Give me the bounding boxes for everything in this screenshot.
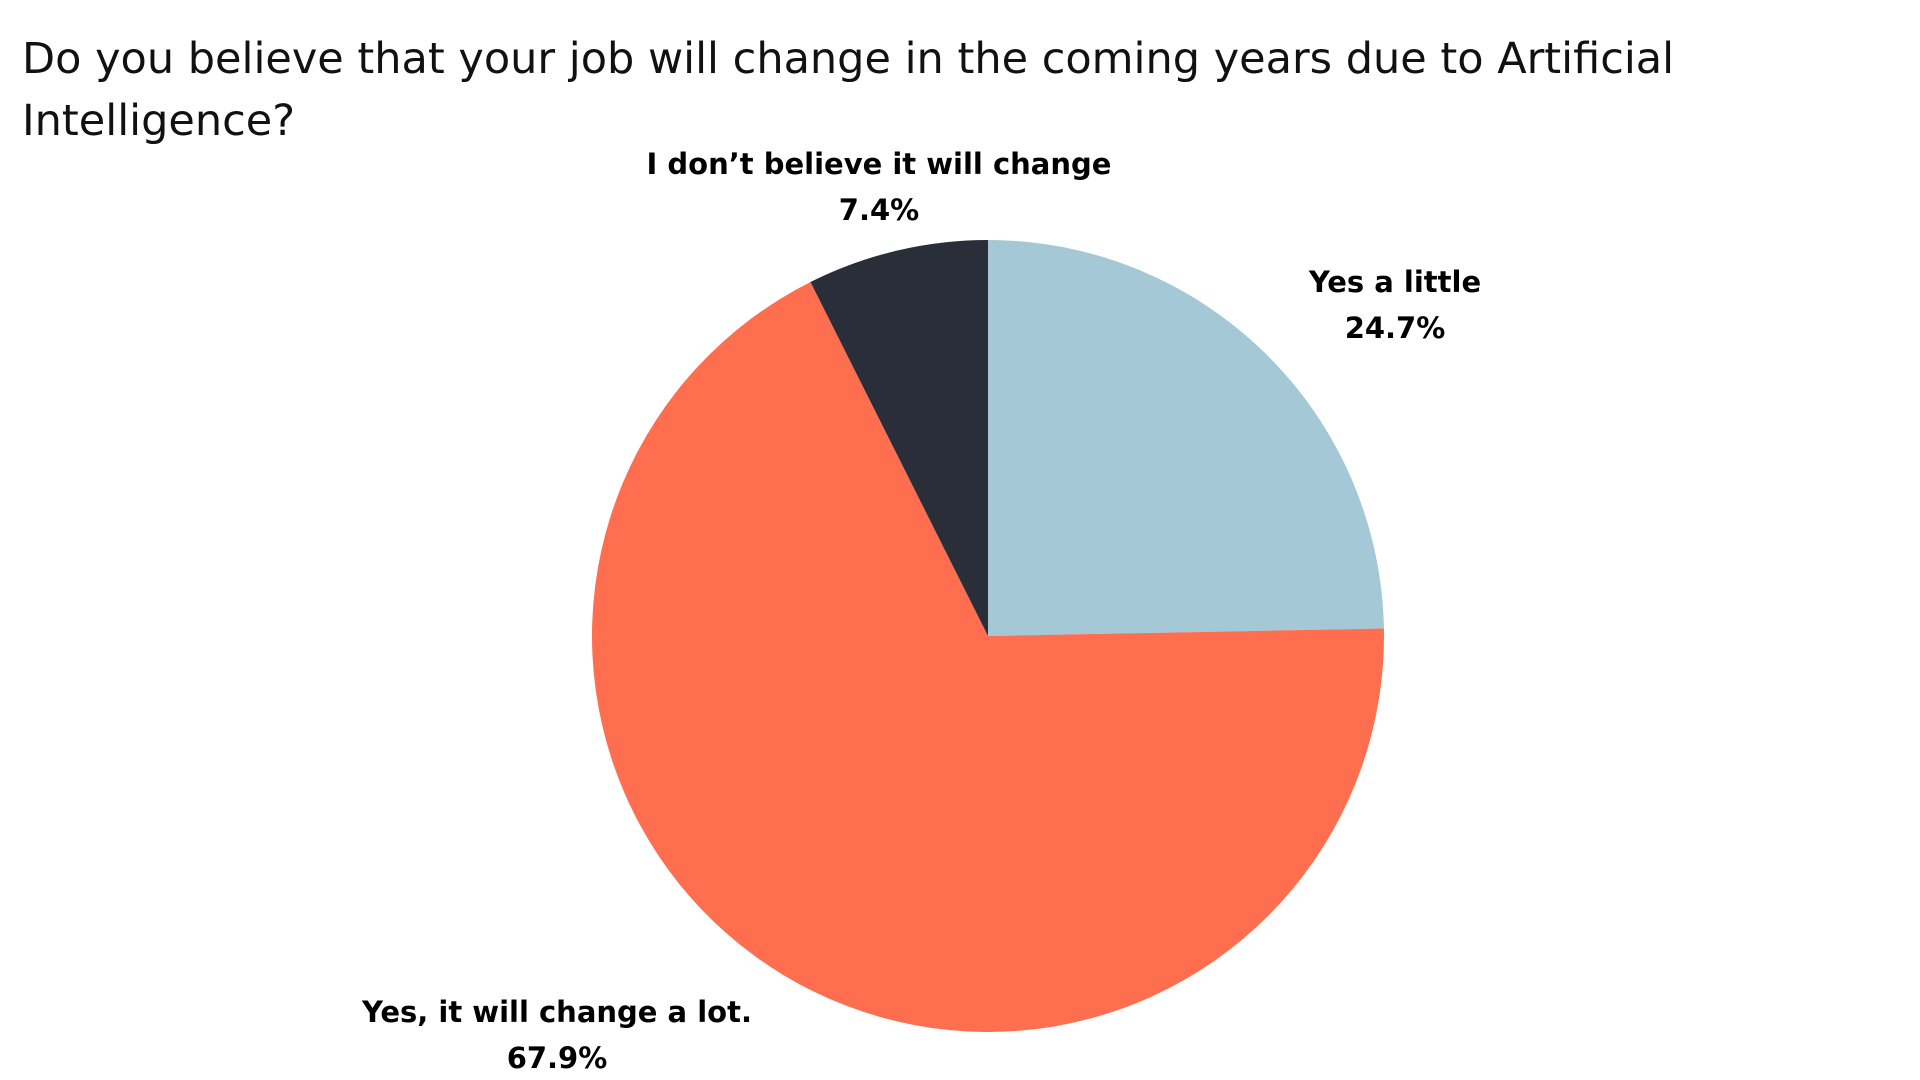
pie-slice-yes-it-will-change-a-lot — [592, 282, 1385, 1032]
pie-slice-yes-a-little — [988, 240, 1384, 636]
slice-value-label: 24.7% — [1345, 311, 1446, 345]
slice-label: Yes a little — [1308, 265, 1481, 299]
slice-value-label: 67.9% — [507, 1041, 608, 1075]
slice-labels: Yes a little 24.7% Yes, it will change a l… — [361, 147, 1481, 1075]
chart-title: Do you believe that your job will change… — [22, 34, 1675, 146]
slice-label: Yes, it will change a lot. — [361, 995, 752, 1029]
slice-value-label: 7.4% — [839, 193, 919, 227]
slice-label: I don’t believe it will change — [647, 147, 1112, 181]
pie-slice-i-don-t-believe-it-will-change — [810, 240, 988, 636]
pie-slices — [592, 240, 1385, 1032]
